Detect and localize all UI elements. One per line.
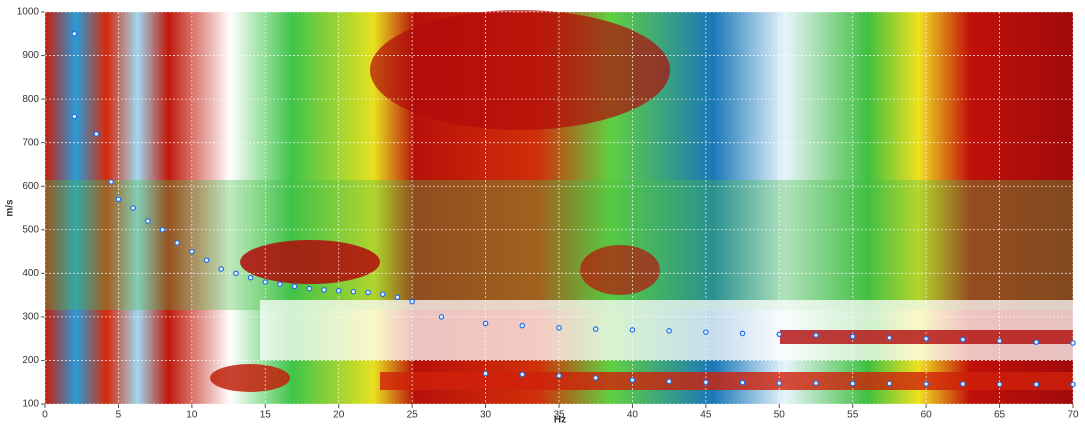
y-tick-label: 900: [22, 50, 39, 61]
x-tick-label: 70: [1067, 410, 1079, 421]
point: [108, 179, 114, 185]
point: [93, 131, 100, 137]
x-tick-label: 30: [480, 410, 492, 421]
point: [1033, 339, 1040, 345]
x-tick-label: 35: [553, 410, 565, 421]
point: [849, 333, 856, 340]
point: [189, 248, 195, 255]
y-tick-label: 200: [22, 355, 39, 366]
point: [306, 285, 313, 292]
point: [233, 270, 239, 277]
point: [849, 380, 856, 387]
x-tick-label: 40: [627, 410, 639, 421]
point: [1033, 381, 1040, 388]
x-tick-label: 60: [921, 410, 933, 421]
point: [886, 380, 893, 387]
point: [519, 322, 526, 329]
point: [960, 336, 966, 343]
point: [703, 379, 709, 386]
y-tick-label: 800: [22, 94, 39, 105]
point: [130, 205, 136, 211]
point: [592, 326, 599, 332]
point: [71, 113, 78, 120]
point: [556, 324, 562, 331]
point: [409, 298, 415, 305]
point: [629, 327, 636, 333]
x-tick-label: 55: [847, 410, 859, 421]
y-tick-label: 300: [22, 312, 39, 323]
point: [218, 266, 225, 272]
point: [438, 314, 445, 320]
point: [1070, 340, 1076, 346]
point: [996, 381, 1003, 388]
point: [996, 338, 1003, 344]
point: [776, 331, 783, 338]
point: [923, 335, 929, 342]
point: [291, 283, 298, 290]
point: [482, 320, 489, 327]
x-tick-label: 20: [333, 410, 345, 421]
x-tick-label: 15: [260, 410, 272, 421]
x-tick-label: 25: [407, 410, 419, 421]
point: [203, 257, 210, 264]
point: [379, 291, 386, 298]
x-tick-label: 65: [994, 410, 1006, 421]
point: [666, 378, 672, 385]
y-tick-label: 600: [22, 181, 39, 192]
point: [703, 329, 709, 335]
point: [519, 371, 526, 378]
point: [247, 274, 254, 281]
point: [321, 287, 327, 293]
point: [739, 330, 746, 337]
point: [592, 375, 599, 381]
x-tick-label: 5: [116, 410, 122, 421]
x-tick-label: 10: [186, 410, 198, 421]
point: [115, 196, 122, 203]
point: [1070, 381, 1076, 388]
point: [365, 289, 371, 296]
point: [666, 328, 672, 334]
point: [71, 30, 78, 37]
y-tick-label: 700: [22, 137, 39, 148]
point: [335, 287, 342, 294]
y-tick-label: 500: [22, 224, 39, 235]
point: [960, 381, 966, 387]
x-axis-label: Hz: [554, 415, 566, 426]
y-tick-label: 1000: [17, 7, 40, 18]
point: [145, 218, 151, 224]
point: [556, 372, 562, 379]
point: [813, 332, 819, 338]
point: [159, 226, 166, 233]
x-tick-label: 0: [42, 410, 48, 421]
point: [262, 279, 269, 285]
point: [813, 380, 819, 386]
point: [739, 379, 746, 386]
point: [350, 288, 357, 295]
point: [174, 240, 180, 246]
y-tick-label: 400: [22, 268, 39, 279]
y-axis-label: m/s: [5, 199, 16, 217]
point: [776, 380, 783, 386]
point: [629, 377, 636, 383]
point: [394, 294, 401, 301]
point: [277, 281, 283, 288]
y-tick-label: 100: [22, 399, 39, 410]
x-tick-label: 50: [774, 410, 786, 421]
point: [482, 370, 489, 377]
x-tick-label: 45: [700, 410, 712, 421]
point: [886, 334, 893, 341]
point: [923, 381, 929, 387]
